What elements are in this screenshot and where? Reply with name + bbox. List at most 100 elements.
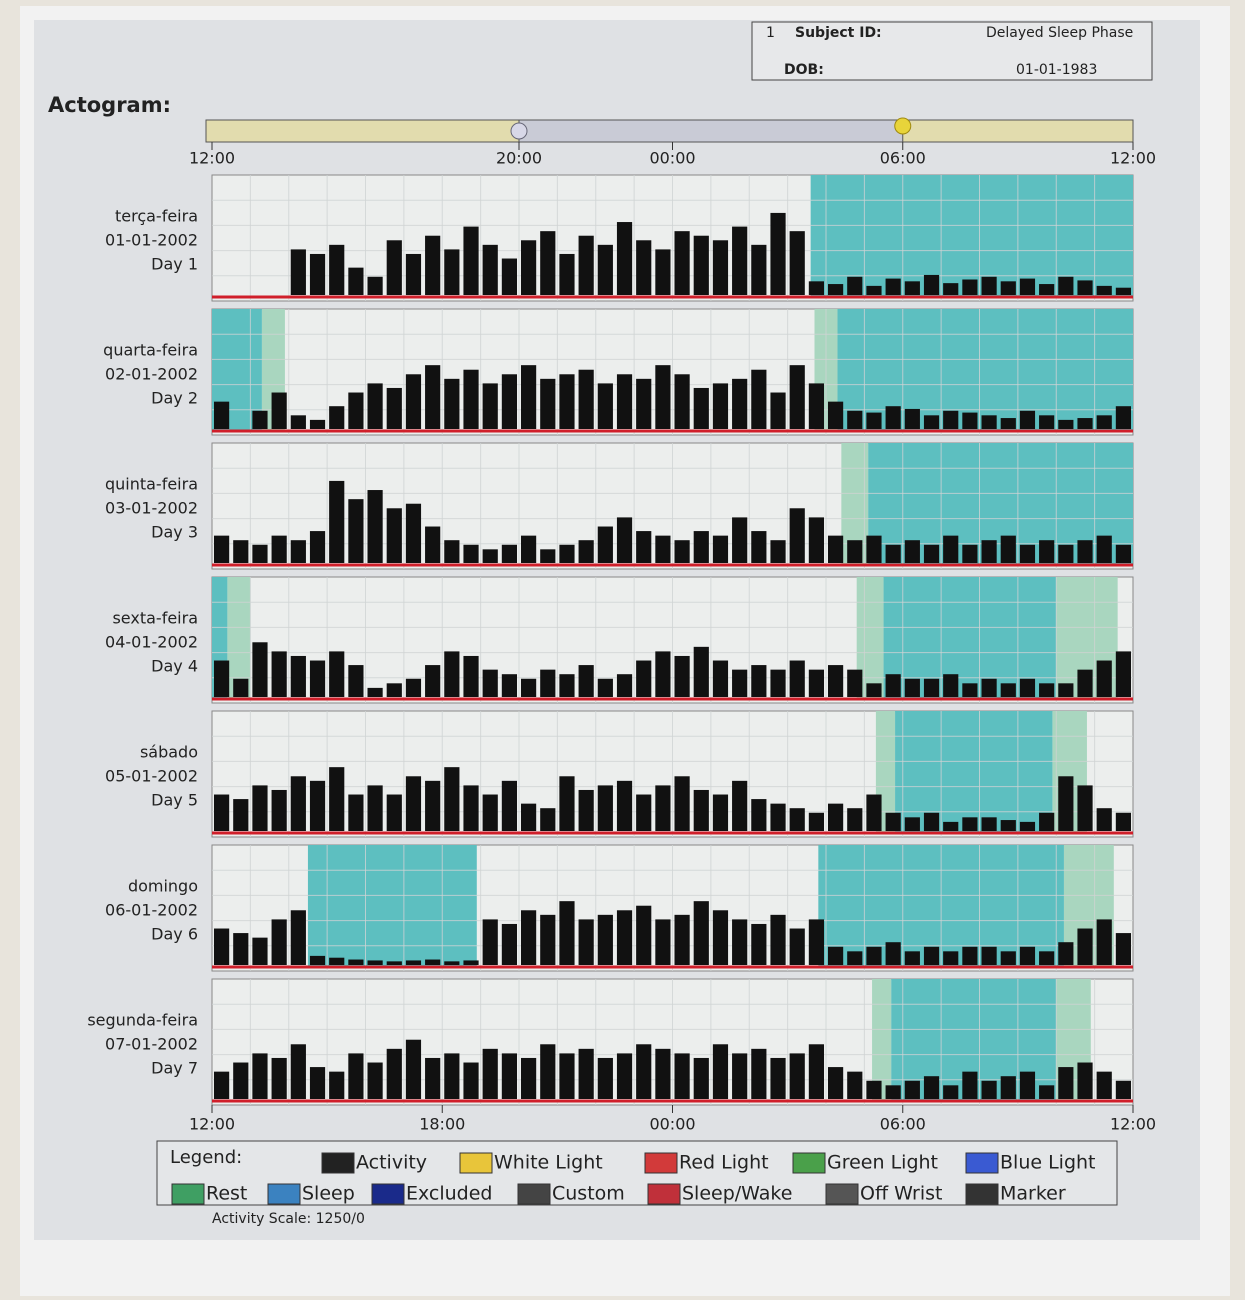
activity-bar (636, 906, 651, 965)
activity-bar (1116, 813, 1131, 831)
activity-bar (866, 683, 881, 697)
activity-bar (866, 413, 881, 429)
activity-bar (348, 665, 363, 697)
activity-bar (943, 822, 958, 831)
activity-bar (809, 813, 824, 831)
activity-bar (1058, 1067, 1073, 1099)
activity-bar (809, 670, 824, 697)
activity-bar (1116, 933, 1131, 965)
day-label: 02-01-2002 (105, 365, 198, 384)
activity-bar (1077, 670, 1092, 697)
activity-bar (329, 1072, 344, 1099)
activity-bar (387, 240, 402, 295)
activity-bar (847, 411, 862, 429)
activity-bar (387, 388, 402, 429)
activity-bar (694, 236, 709, 295)
activity-bar (579, 790, 594, 831)
activity-bar (521, 804, 536, 831)
activity-bar (770, 393, 785, 429)
activity-bar (1001, 418, 1016, 429)
activity-bar (790, 808, 805, 831)
activity-bar (770, 804, 785, 831)
activity-bar (1039, 813, 1054, 831)
activity-bar (387, 961, 402, 965)
activity-bar (559, 776, 574, 831)
activity-bar (387, 795, 402, 831)
activity-bar (924, 813, 939, 831)
day-label: 04-01-2002 (105, 633, 198, 652)
activity-bar (406, 1040, 421, 1099)
activity-bar (982, 947, 997, 965)
activity-bar (483, 1049, 498, 1099)
activity-bar (483, 245, 498, 295)
sleep-interval (308, 845, 477, 967)
activity-bar (214, 661, 229, 697)
activity-bar (1020, 279, 1035, 295)
activity-bar (770, 915, 785, 965)
activity-bar (310, 420, 325, 429)
activity-bar (483, 549, 498, 563)
activity-bar (617, 781, 632, 831)
activity-bar (329, 767, 344, 831)
day-label: Day 4 (151, 657, 198, 676)
activity-bar (713, 536, 728, 563)
activity-bar (636, 795, 651, 831)
activity-bar (713, 910, 728, 965)
activity-bar (252, 545, 267, 563)
activity-bar (770, 1058, 785, 1099)
activity-bar (329, 406, 344, 429)
activity-bar (828, 536, 843, 563)
activity-bar (406, 504, 421, 563)
x-tick-label: 00:00 (649, 1115, 695, 1134)
activity-bar (962, 279, 977, 295)
activity-bar (425, 665, 440, 697)
legend-swatch (172, 1184, 204, 1204)
legend-title: Legend: (170, 1147, 242, 1168)
activity-bar (886, 1085, 901, 1099)
activity-bar (1077, 929, 1092, 965)
activity-bar (943, 1085, 958, 1099)
activity-bar (521, 240, 536, 295)
activity-bar (368, 960, 383, 965)
activity-bar (406, 960, 421, 965)
activity-bar (732, 517, 747, 563)
activity-bar (809, 1044, 824, 1099)
dob: 01-01-1983 (1016, 62, 1097, 78)
activity-bar (598, 915, 613, 965)
activity-bar (617, 910, 632, 965)
activity-bar (866, 947, 881, 965)
activity-bar (1020, 411, 1035, 429)
activity-bar (636, 240, 651, 295)
day-label: 05-01-2002 (105, 767, 198, 786)
activity-bar (962, 683, 977, 697)
activity-bar (425, 960, 440, 965)
activity-bar (886, 674, 901, 697)
activity-bar (252, 642, 267, 697)
activity-bar (1058, 942, 1073, 965)
activity-bar (291, 540, 306, 563)
activity-bar (291, 776, 306, 831)
activity-bar (675, 1053, 690, 1099)
activity-bar (828, 284, 843, 295)
activity-bar (579, 236, 594, 295)
activity-bar (713, 240, 728, 295)
activity-bar (598, 679, 613, 697)
day-label: 01-01-2002 (105, 231, 198, 250)
activity-bar (828, 665, 843, 697)
activity-bar (732, 781, 747, 831)
activity-bar (425, 236, 440, 295)
activity-bar (675, 656, 690, 697)
activity-bar (1039, 951, 1054, 965)
activity-bar (617, 374, 632, 429)
activity-bar (252, 411, 267, 429)
activity-bar (905, 540, 920, 563)
activity-bar (732, 670, 747, 697)
activity-bar (636, 379, 651, 429)
activity-bar (905, 679, 920, 697)
activity-bar (1058, 683, 1073, 697)
activity-bar (924, 545, 939, 563)
activity-bar (598, 245, 613, 295)
day-label: sexta-feira (112, 609, 198, 628)
activity-bar (444, 1053, 459, 1099)
activity-bar (694, 790, 709, 831)
